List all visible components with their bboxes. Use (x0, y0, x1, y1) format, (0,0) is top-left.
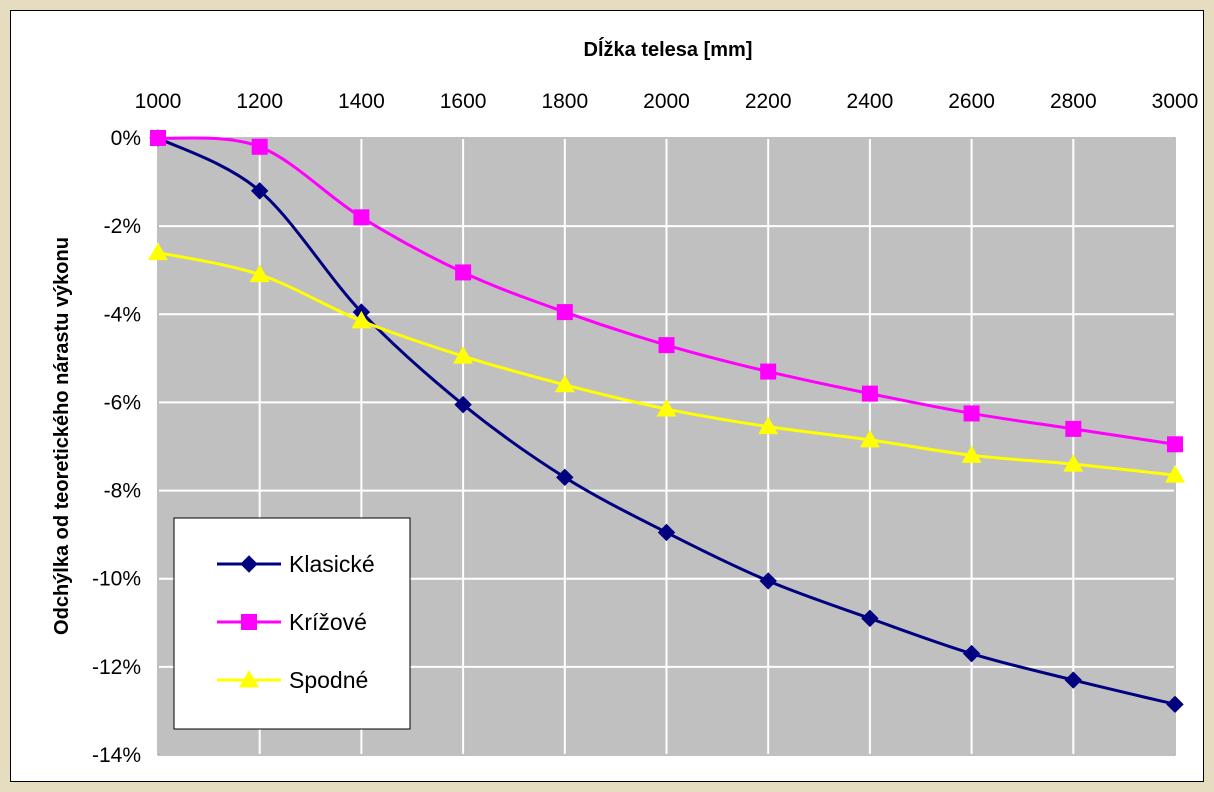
x-tick-label: 2200 (745, 90, 792, 113)
data-point (353, 209, 370, 226)
x-tick-label: 1400 (338, 90, 385, 113)
data-point (455, 264, 472, 281)
x-tick-label: 2000 (643, 90, 690, 113)
x-tick-label: 2400 (847, 90, 894, 113)
x-tick-label: 2600 (948, 90, 995, 113)
data-point (556, 468, 574, 487)
legend-marker (241, 614, 257, 630)
y-tick-label: -4% (104, 303, 141, 326)
y-tick-label: -2% (104, 215, 141, 238)
data-point (351, 310, 372, 329)
data-point (657, 523, 676, 542)
data-point (249, 264, 270, 283)
y-tick-label: -8% (104, 480, 141, 503)
legend-label: Klasické (289, 551, 375, 577)
series-lines (148, 129, 1185, 714)
data-point (963, 405, 980, 422)
legend-marker (239, 670, 259, 688)
data-point (150, 130, 166, 146)
line-chart: 1000 1200 1400 1600 1800 2000 2200 2400 2600 2800… (51, 37, 1199, 767)
x-tick-label: 1600 (440, 90, 487, 113)
data-point (758, 416, 779, 435)
legend-entry: Krížové (217, 609, 367, 635)
legend-marker (240, 555, 258, 573)
x-tick-label: 1800 (541, 90, 588, 113)
x-tick-label: 3000 (1152, 90, 1199, 113)
data-point (859, 429, 880, 448)
data-point (1064, 671, 1083, 689)
data-point (1063, 454, 1084, 472)
x-tick-label: 2800 (1050, 90, 1097, 113)
chart-frame: 1000 1200 1400 1600 1800 2000 2200 2400 2600 2800… (10, 10, 1204, 782)
data-point (453, 346, 474, 364)
data-point (759, 572, 777, 590)
y-axis-title: Odchýlka od teoretického nárastu výkonu (51, 237, 73, 635)
x-tick-label: 1000 (135, 90, 182, 113)
y-tick-label: -6% (104, 391, 141, 414)
legend-entry: Spodné (217, 667, 368, 693)
series-3 (148, 242, 1185, 483)
x-tick-labels: 1000 1200 1400 1600 1800 2000 2200 2400 2600 2800… (135, 90, 1199, 113)
data-point (556, 304, 573, 321)
data-point (760, 363, 777, 380)
x-tick-label: 1200 (236, 90, 283, 113)
legend-label: Krížové (289, 609, 367, 635)
legend-entry: Klasické (217, 551, 375, 577)
legend: Klasické Krížové Spodné (173, 517, 411, 730)
legend-label: Spodné (289, 667, 368, 693)
data-point (656, 399, 677, 417)
y-tick-label: 0% (111, 127, 141, 150)
data-point (861, 609, 879, 628)
y-tick-label: -10% (92, 568, 141, 591)
data-point (861, 385, 878, 402)
data-point (961, 445, 982, 463)
data-point (554, 374, 575, 393)
data-point (962, 644, 981, 663)
data-point (250, 182, 269, 200)
y-tick-label: -12% (92, 656, 141, 679)
y-tick-labels: 0% -2% -4% -6% -8% -10% -12% -14% (92, 127, 141, 767)
data-point (454, 395, 472, 414)
data-point (148, 242, 168, 261)
series-line (157, 136, 1176, 706)
data-point (1166, 695, 1184, 714)
series-2 (150, 130, 1183, 453)
x-axis-title: Dĺžka telesa [mm] (584, 37, 753, 61)
data-point (1165, 465, 1185, 483)
y-tick-label: -14% (92, 744, 141, 767)
legend-box (173, 517, 411, 730)
data-point (658, 337, 675, 354)
data-point (1167, 436, 1183, 453)
data-point (1065, 420, 1082, 437)
data-point (251, 138, 268, 155)
